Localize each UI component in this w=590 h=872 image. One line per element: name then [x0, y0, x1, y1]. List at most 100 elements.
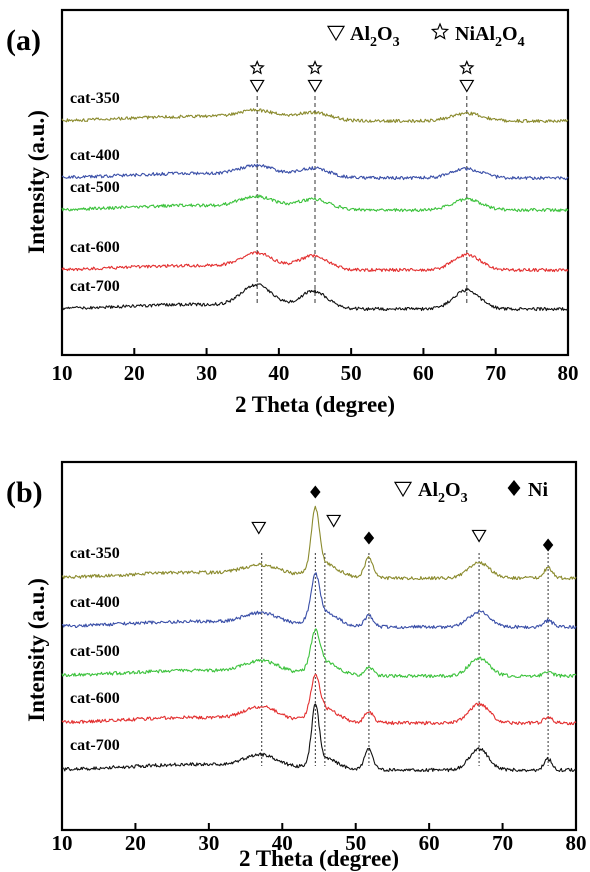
trace-cat-400	[61, 163, 569, 181]
diamond-icon	[507, 480, 521, 496]
legend-item-al2o3: Al2O3	[393, 479, 468, 506]
star-icon	[430, 22, 450, 40]
reference-lines	[261, 553, 549, 766]
x-tick-label: 20	[124, 361, 145, 385]
x-tick-label: 70	[492, 831, 513, 855]
triangle-marker	[471, 529, 487, 543]
legend: Al2O3 NiAl2O4	[326, 22, 525, 50]
trace-cat-350	[61, 505, 577, 581]
x-tick-label: 50	[341, 361, 362, 385]
x-tick-label: 10	[52, 361, 73, 385]
star-marker	[307, 59, 323, 75]
series-label-cat-700: cat-700	[70, 737, 120, 754]
legend-main: Al	[350, 23, 370, 45]
x-tick-label: 40	[272, 831, 293, 855]
peak-markers	[251, 485, 554, 552]
legend: Al2O3 Ni	[393, 479, 548, 506]
panel-b: (b) cat-350cat-400cat-500cat-600cat-700 …	[6, 460, 587, 871]
series-label-cat-500: cat-500	[70, 643, 120, 660]
panel-label: (a)	[6, 24, 41, 57]
series-label-cat-500: cat-500	[70, 179, 120, 196]
series-label-cat-600: cat-600	[70, 690, 120, 707]
x-tick-label: 60	[413, 361, 434, 385]
trace-cat-600	[61, 251, 569, 273]
legend-item-nial2o4: NiAl2O4	[430, 22, 525, 50]
x-axis-title: 2 Theta (degree)	[239, 846, 399, 871]
x-tick-label: 50	[345, 831, 366, 855]
series-label-cat-700: cat-700	[70, 278, 120, 295]
trace-cat-600	[61, 673, 577, 726]
diamond-icon	[507, 480, 521, 496]
trace-cat-400	[62, 572, 577, 630]
trace-cat-700	[61, 283, 569, 312]
triangle-marker	[326, 514, 342, 528]
diamond-marker	[363, 531, 375, 545]
y-axis-title: Intensity (a.u.)	[24, 578, 49, 722]
series-traces	[61, 108, 569, 312]
x-tick-label: 20	[125, 831, 146, 855]
star-marker	[459, 59, 475, 75]
trace-cat-700	[61, 703, 577, 773]
x-tick-label: 10	[52, 831, 73, 855]
legend-sub: 3	[393, 35, 400, 50]
triangle-marker	[459, 79, 475, 93]
triangle-marker	[251, 521, 267, 535]
star-icon	[430, 22, 450, 40]
x-axis-ticks: 10 20 30 40 50 60 70 80	[52, 823, 587, 855]
trace-cat-500	[61, 628, 577, 679]
legend-main: NiAl	[455, 23, 495, 45]
series-labels: cat-350 cat-400 cat-500 cat-600 cat-700	[70, 545, 120, 754]
series-label-cat-400: cat-400	[70, 594, 120, 611]
y-axis-title: Intensity (a.u.)	[24, 110, 49, 254]
x-tick-label: 40	[268, 361, 289, 385]
peak-markers	[249, 59, 475, 93]
triangle-icon	[393, 481, 413, 498]
legend-mid: O	[445, 479, 461, 501]
legend-mid: O	[502, 23, 518, 45]
x-axis-ticks: 10 20 30 40 50 60 70 80	[52, 348, 579, 385]
legend-sub: 2	[370, 35, 377, 50]
triangle-marker	[307, 79, 323, 93]
svg-text:Ni: Ni	[528, 479, 548, 501]
legend-sub: 2	[438, 491, 445, 506]
series-label-cat-350: cat-350	[70, 545, 120, 562]
triangle-icon	[393, 481, 413, 498]
plot-frame	[60, 8, 570, 357]
plot-frame	[60, 460, 578, 832]
svg-text:Al2O3: Al2O3	[418, 479, 468, 506]
legend-main: Ni	[528, 479, 548, 501]
triangle-icon	[326, 25, 346, 42]
x-tick-label: 60	[419, 831, 440, 855]
series-traces	[61, 505, 577, 773]
x-tick-label: 70	[485, 361, 506, 385]
legend-sub: 2	[495, 35, 502, 50]
x-axis-title: 2 Theta (degree)	[235, 392, 395, 417]
series-label-cat-400: cat-400	[70, 147, 120, 164]
star-marker	[249, 59, 265, 75]
x-tick-label: 80	[558, 361, 579, 385]
legend-item-al2o3: Al2O3	[326, 23, 400, 50]
legend-sub: 4	[518, 35, 525, 50]
x-tick-label: 30	[196, 361, 217, 385]
svg-text:Al2O3: Al2O3	[350, 23, 400, 50]
series-labels: cat-350 cat-400 cat-500 cat-600 cat-700	[70, 90, 120, 295]
panel-a: (a) cat-350cat-400cat-500cat-600cat-700 …	[6, 8, 579, 417]
triangle-marker	[249, 79, 265, 93]
svg-text:NiAl2O4: NiAl2O4	[455, 23, 525, 50]
legend-item-ni: Ni	[507, 479, 548, 501]
trace-cat-350	[61, 108, 569, 124]
series-label-cat-600: cat-600	[70, 239, 120, 256]
triangle-icon	[326, 25, 346, 42]
panel-label: (b)	[6, 476, 43, 509]
diamond-marker	[310, 485, 321, 499]
diamond-marker	[542, 538, 554, 552]
legend-sub: 3	[461, 491, 468, 506]
reference-lines	[256, 96, 468, 305]
x-tick-label: 30	[198, 831, 219, 855]
legend-mid: O	[377, 23, 393, 45]
trace-cat-500	[61, 194, 569, 213]
series-label-cat-350: cat-350	[70, 90, 120, 107]
x-tick-label: 80	[566, 831, 587, 855]
legend-main: Al	[418, 479, 438, 501]
